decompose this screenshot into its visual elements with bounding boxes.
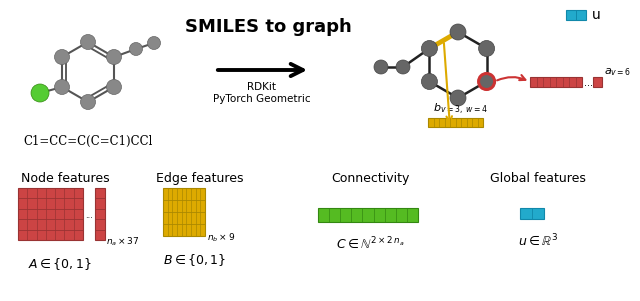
Circle shape [106,79,122,95]
Bar [593,77,602,87]
Bar [530,77,582,87]
Text: ...: ... [584,78,593,88]
Circle shape [54,79,70,95]
Bar [95,188,105,240]
Bar [18,188,83,240]
Circle shape [421,73,437,89]
Text: $B \in \{0,1\}$: $B \in \{0,1\}$ [163,252,227,268]
Text: u: u [592,8,601,22]
Circle shape [421,41,437,57]
Bar [520,208,544,219]
Bar [318,208,418,222]
Circle shape [106,49,122,64]
Circle shape [479,73,495,89]
Bar [428,118,483,127]
Circle shape [31,84,49,102]
Text: $b_{v=3,\ w=4}$: $b_{v=3,\ w=4}$ [433,102,488,117]
Text: $n_a\times 37$: $n_a\times 37$ [106,236,140,249]
Text: C1=CC=C(C=C1)CCl: C1=CC=C(C=C1)CCl [23,135,153,148]
Circle shape [396,60,410,74]
Text: $u \in \mathbb{R}^3$: $u \in \mathbb{R}^3$ [518,233,558,250]
Text: Connectivity: Connectivity [331,172,409,185]
Text: $A \in \{0,1\}$: $A \in \{0,1\}$ [28,256,92,272]
Circle shape [129,42,143,55]
Text: $a_{v=6}$: $a_{v=6}$ [604,66,632,78]
Circle shape [374,60,388,74]
Text: $n_b\times 9$: $n_b\times 9$ [207,232,235,244]
Text: ...: ... [85,212,93,221]
Text: SMILES to graph: SMILES to graph [184,18,351,36]
Circle shape [54,49,70,64]
Circle shape [450,90,466,106]
Text: RDKit: RDKit [248,82,276,92]
Bar [163,188,205,236]
Text: PyTorch Geometric: PyTorch Geometric [213,94,311,104]
Circle shape [450,24,466,40]
Circle shape [81,95,95,110]
Circle shape [81,35,95,49]
Text: Edge features: Edge features [156,172,244,185]
Text: $C \in \mathbb{N}^{2 \times 2\,n_a}$: $C \in \mathbb{N}^{2 \times 2\,n_a}$ [336,236,404,253]
Circle shape [479,41,495,57]
Text: Node features: Node features [20,172,109,185]
Text: Global features: Global features [490,172,586,185]
Bar [566,10,586,20]
Circle shape [147,36,161,49]
